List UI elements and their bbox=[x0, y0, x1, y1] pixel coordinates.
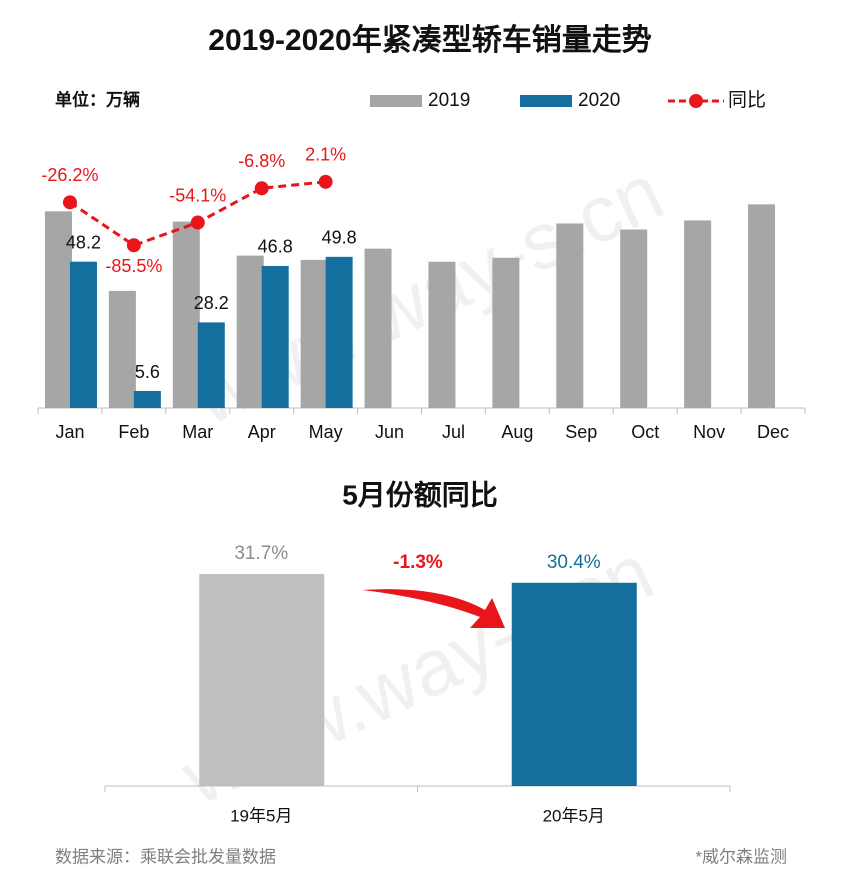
bar bbox=[236, 255, 264, 408]
x-tick-label: 19年5月 bbox=[230, 806, 292, 825]
point bbox=[62, 195, 77, 210]
bar bbox=[44, 211, 72, 408]
bar bbox=[364, 248, 392, 408]
bar bbox=[748, 204, 776, 408]
bar bbox=[69, 261, 97, 408]
data-label: 28.2 bbox=[194, 293, 229, 313]
data-label: -6.8% bbox=[238, 151, 285, 171]
bar bbox=[108, 290, 136, 408]
data-label: 48.2 bbox=[66, 232, 101, 252]
x-tick-label: Jun bbox=[375, 422, 404, 442]
legend-label: 2020 bbox=[578, 90, 620, 111]
legend-dot bbox=[689, 94, 703, 108]
bar bbox=[556, 223, 584, 408]
x-tick-label: Nov bbox=[693, 422, 725, 442]
x-tick-label: Oct bbox=[631, 422, 659, 442]
bar bbox=[620, 229, 648, 408]
x-tick-label: Apr bbox=[248, 422, 276, 442]
x-tick-label: Feb bbox=[118, 422, 149, 442]
data-label: 31.7% bbox=[234, 543, 288, 564]
unit-label: 单位：万辆 bbox=[55, 89, 140, 109]
x-tick-label: 20年5月 bbox=[543, 806, 605, 825]
x-tick-label: Sep bbox=[565, 422, 597, 442]
legend-swatch bbox=[370, 95, 422, 107]
x-tick-label: Dec bbox=[757, 422, 789, 442]
arrow bbox=[362, 589, 505, 628]
x-tick-label: Jul bbox=[442, 422, 465, 442]
data-label: 30.4% bbox=[547, 552, 601, 573]
data-label: -54.1% bbox=[169, 185, 226, 205]
data-label: -26.2% bbox=[41, 165, 98, 185]
legend-swatch bbox=[520, 95, 572, 107]
data-label: 5.6 bbox=[135, 362, 160, 382]
bar bbox=[197, 322, 225, 408]
data-label: 2.1% bbox=[305, 145, 346, 165]
note: *威尔森监测 bbox=[695, 847, 787, 866]
x-tick-label: Aug bbox=[501, 422, 533, 442]
x-tick-label: Jan bbox=[55, 422, 84, 442]
data-label: -85.5% bbox=[105, 256, 162, 276]
annotation: -1.3% bbox=[393, 552, 443, 573]
x-tick-label: May bbox=[309, 422, 343, 442]
bar bbox=[300, 259, 328, 408]
legend-label: 2019 bbox=[428, 90, 470, 111]
bar bbox=[172, 221, 200, 408]
bar bbox=[428, 261, 456, 408]
point bbox=[318, 174, 333, 189]
chart-title: 5月份额同比 bbox=[342, 479, 498, 510]
data-label: 46.8 bbox=[258, 237, 293, 257]
bar bbox=[325, 256, 353, 408]
bar bbox=[133, 391, 161, 408]
source: 数据来源：乘联会批发量数据 bbox=[55, 847, 276, 866]
legend-label: 同比 bbox=[728, 89, 766, 111]
point bbox=[126, 238, 141, 253]
chart-title: 2019-2020年紧凑型轿车销量走势 bbox=[208, 23, 651, 57]
point bbox=[254, 181, 269, 196]
bar bbox=[684, 220, 712, 408]
bar bbox=[492, 257, 520, 408]
bar bbox=[261, 265, 289, 408]
bar bbox=[199, 574, 325, 786]
x-tick-label: Mar bbox=[182, 422, 213, 442]
point bbox=[190, 215, 205, 230]
bar bbox=[511, 582, 637, 786]
data-label: 49.8 bbox=[322, 228, 357, 248]
